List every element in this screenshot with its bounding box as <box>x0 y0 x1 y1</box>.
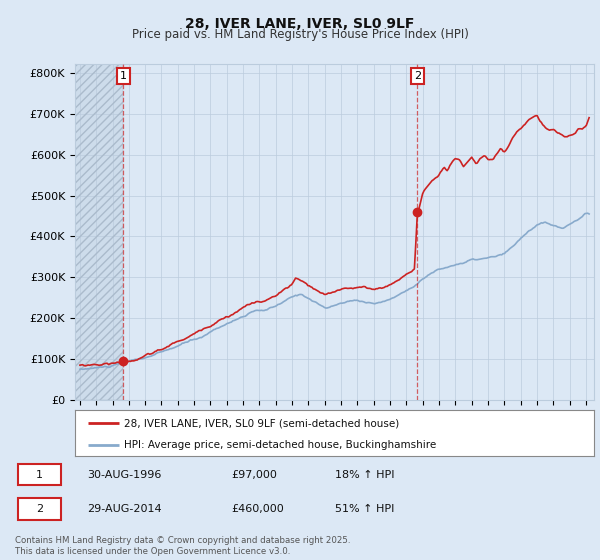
Text: £97,000: £97,000 <box>231 469 277 479</box>
Text: 1: 1 <box>36 469 43 479</box>
Text: 28, IVER LANE, IVER, SL0 9LF: 28, IVER LANE, IVER, SL0 9LF <box>185 17 415 31</box>
Text: 2: 2 <box>36 503 43 514</box>
Text: 28, IVER LANE, IVER, SL0 9LF (semi-detached house): 28, IVER LANE, IVER, SL0 9LF (semi-detac… <box>124 418 400 428</box>
Text: 1: 1 <box>120 71 127 81</box>
FancyBboxPatch shape <box>18 464 61 486</box>
Text: 30-AUG-1996: 30-AUG-1996 <box>87 469 161 479</box>
Text: Contains HM Land Registry data © Crown copyright and database right 2025.
This d: Contains HM Land Registry data © Crown c… <box>15 536 350 556</box>
Text: Price paid vs. HM Land Registry's House Price Index (HPI): Price paid vs. HM Land Registry's House … <box>131 28 469 41</box>
Text: 51% ↑ HPI: 51% ↑ HPI <box>335 503 394 514</box>
Text: £460,000: £460,000 <box>231 503 284 514</box>
Text: 29-AUG-2014: 29-AUG-2014 <box>87 503 161 514</box>
Text: 18% ↑ HPI: 18% ↑ HPI <box>335 469 394 479</box>
Bar <box>75 64 124 400</box>
Text: 2: 2 <box>413 71 421 81</box>
Text: HPI: Average price, semi-detached house, Buckinghamshire: HPI: Average price, semi-detached house,… <box>124 440 437 450</box>
Bar <box>75 64 124 400</box>
FancyBboxPatch shape <box>18 498 61 520</box>
